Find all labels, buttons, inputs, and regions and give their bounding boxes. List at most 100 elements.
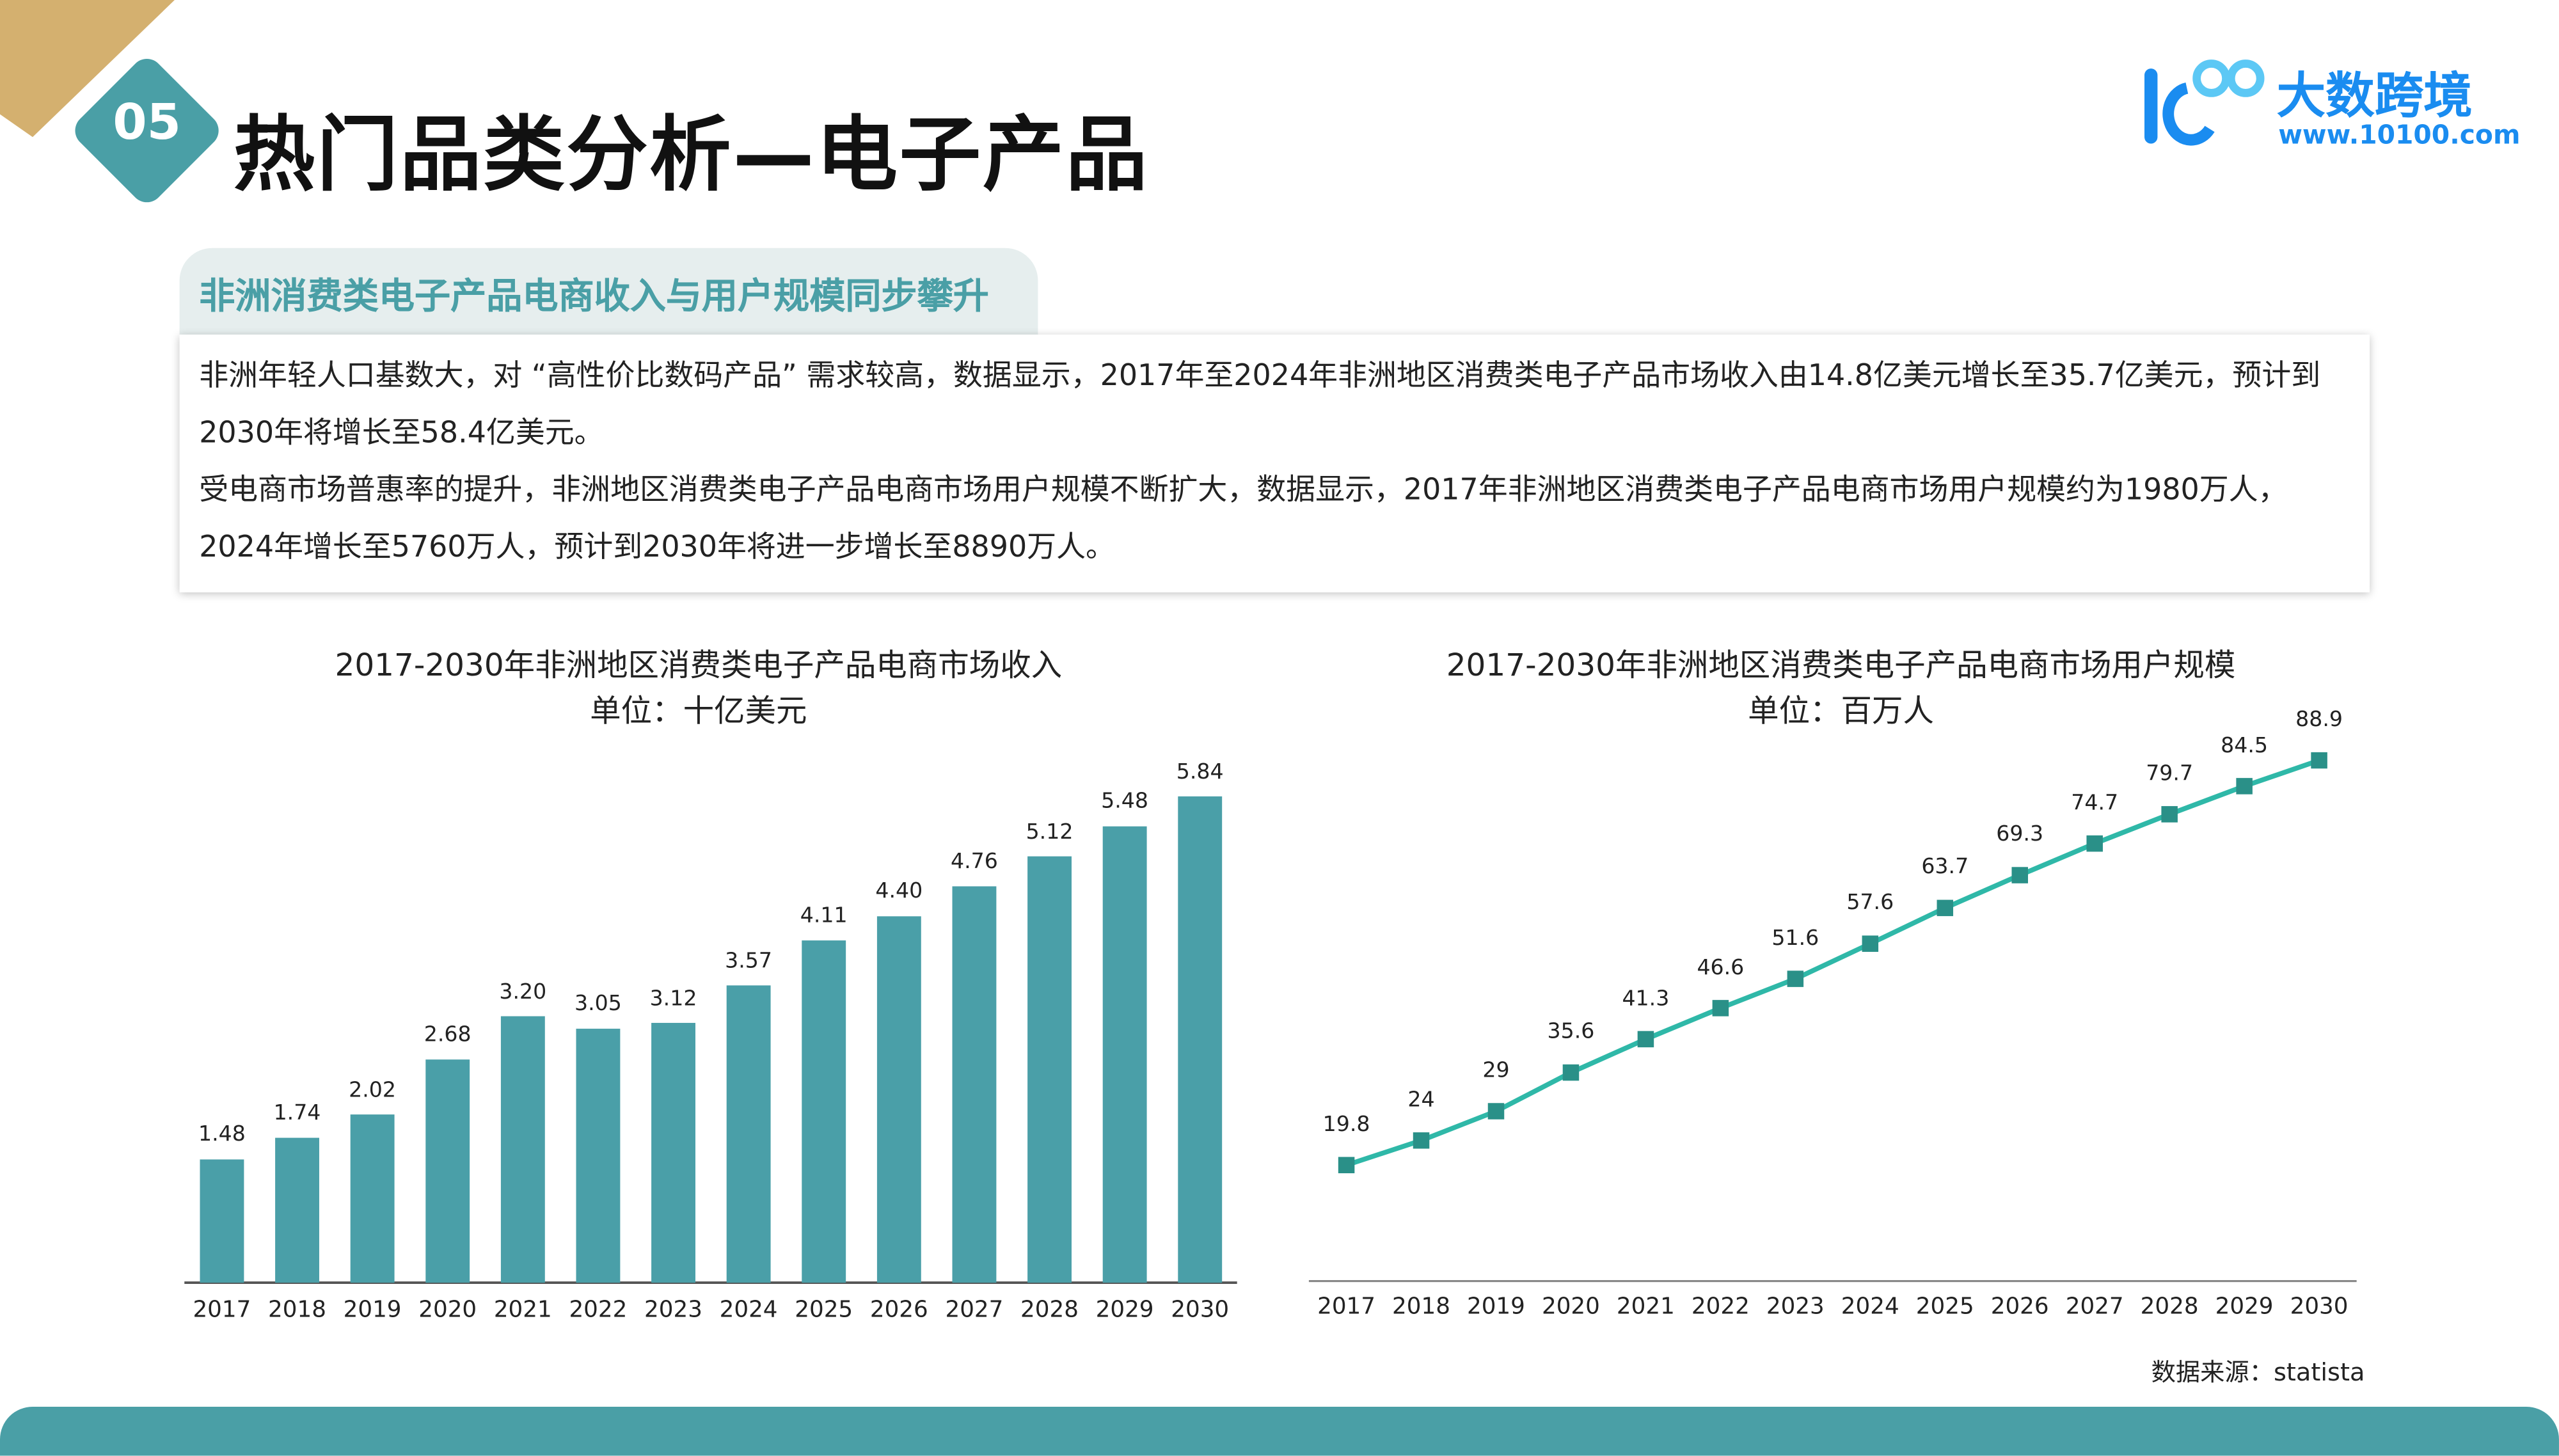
x-tick-label: 2023 — [644, 1297, 702, 1324]
data-label: 79.7 — [2146, 762, 2194, 787]
logo-icon — [2144, 59, 2265, 146]
data-label: 74.7 — [2071, 791, 2119, 816]
page-title: 热门品类分析—电子产品 — [233, 107, 1149, 203]
logo-name: 大数跨境 — [2276, 68, 2473, 126]
data-label: 5.48 — [1101, 790, 1149, 815]
x-tick-label: 2024 — [719, 1297, 778, 1324]
bar — [1178, 796, 1223, 1283]
bar — [802, 940, 846, 1283]
data-label: 2.68 — [424, 1024, 471, 1048]
x-tick-label: 2028 — [2140, 1294, 2199, 1320]
data-label: 57.6 — [1846, 891, 1894, 916]
x-tick-label: 2018 — [1392, 1294, 1450, 1320]
data-label: 3.05 — [574, 992, 622, 1018]
x-tick-label: 2027 — [2065, 1294, 2124, 1320]
data-point — [2011, 867, 2029, 883]
x-tick-label: 2020 — [1541, 1294, 1600, 1320]
x-tick-label: 2019 — [1466, 1294, 1525, 1320]
x-tick-label: 2026 — [869, 1297, 928, 1324]
bar — [500, 1016, 545, 1283]
x-tick-label: 2030 — [2290, 1294, 2349, 1320]
x-tick-label: 2029 — [2215, 1294, 2274, 1320]
data-label: 88.9 — [2295, 708, 2343, 733]
data-point — [1338, 1157, 1355, 1174]
data-point — [2161, 806, 2178, 823]
x-tick-label: 2024 — [1841, 1294, 1899, 1320]
data-point — [1862, 935, 1879, 952]
bar — [425, 1059, 470, 1283]
users-chart-title: 2017-2030年非洲地区消费类电子产品电商市场用户规模 — [1446, 647, 2236, 684]
summary-paragraph: 受电商市场普惠率的提升，非洲地区消费类电子产品电商市场用户规模不断扩大，数据显示… — [199, 473, 2288, 565]
summary-box: 非洲年轻人口基数大，对 “高性价比数码产品” 需求较高，数据显示，2017年至2… — [179, 334, 2370, 593]
bar — [1027, 856, 1072, 1283]
footer-bar — [0, 1406, 2559, 1456]
bar — [726, 985, 771, 1283]
data-label: 46.6 — [1697, 956, 1745, 981]
x-tick-label: 2026 — [1990, 1294, 2049, 1320]
data-source: 数据来源：statista — [2151, 1357, 2365, 1388]
data-label: 4.40 — [875, 880, 923, 905]
section-number: 05 — [113, 94, 181, 152]
data-point — [1637, 1031, 1654, 1048]
data-label: 3.20 — [499, 980, 547, 1005]
summary-heading-tab — [179, 248, 1038, 335]
data-label: 2.02 — [349, 1079, 397, 1104]
bar — [1102, 826, 1147, 1283]
data-label: 24 — [1407, 1088, 1435, 1113]
revenue-chart-unit: 单位：十亿美元 — [590, 693, 807, 730]
revenue-chart-title: 2017-2030年非洲地区消费类电子产品电商市场收入 — [335, 647, 1063, 684]
x-tick-label: 2025 — [795, 1297, 853, 1324]
data-point — [2086, 835, 2103, 852]
data-label: 19.8 — [1322, 1112, 1370, 1137]
data-point — [2236, 778, 2253, 795]
logo-url: www.10100.com — [2278, 119, 2521, 150]
x-tick-label: 2017 — [1317, 1294, 1376, 1320]
data-label: 63.7 — [1921, 855, 1969, 880]
data-point — [2311, 752, 2327, 769]
users-chart-unit: 单位：百万人 — [1748, 693, 1934, 730]
data-label: 69.3 — [1996, 823, 2044, 848]
data-point — [1787, 970, 1804, 987]
x-tick-label: 2020 — [418, 1297, 477, 1324]
bar — [576, 1029, 621, 1283]
summary-paragraph: 非洲年轻人口基数大，对 “高性价比数码产品” 需求较高，数据显示，2017年至2… — [199, 359, 2321, 451]
x-tick-label: 2028 — [1020, 1297, 1079, 1324]
summary-heading: 非洲消费类电子产品电商收入与用户规模同步攀升 — [199, 277, 989, 319]
data-point — [1712, 1000, 1729, 1017]
data-point — [1937, 899, 1954, 917]
data-label: 84.5 — [2221, 734, 2269, 759]
x-tick-label: 2022 — [1691, 1294, 1750, 1320]
data-label: 5.12 — [1026, 820, 1074, 845]
data-label: 5.84 — [1176, 760, 1224, 786]
x-tick-label: 2023 — [1766, 1294, 1825, 1320]
x-tick-label: 2029 — [1095, 1297, 1154, 1324]
corner-decoration — [0, 0, 175, 138]
bar — [200, 1159, 244, 1283]
data-point — [1562, 1064, 1580, 1081]
x-tick-label: 2022 — [569, 1297, 628, 1324]
x-tick-label: 2021 — [493, 1297, 552, 1324]
data-point — [1487, 1103, 1505, 1120]
bar — [350, 1114, 395, 1283]
x-tick-label: 2025 — [1915, 1294, 1974, 1320]
x-tick-label: 2021 — [1616, 1294, 1675, 1320]
data-label: 1.74 — [273, 1102, 321, 1127]
x-tick-label: 2017 — [193, 1297, 251, 1324]
data-label: 3.57 — [725, 949, 773, 974]
data-label: 1.48 — [198, 1123, 246, 1148]
data-label: 29 — [1482, 1059, 1510, 1084]
bar — [952, 886, 997, 1283]
data-label: 4.76 — [950, 850, 998, 875]
data-label: 35.6 — [1547, 1020, 1595, 1045]
bar — [275, 1137, 319, 1283]
x-tick-label: 2019 — [343, 1297, 402, 1324]
data-label: 3.12 — [649, 986, 697, 1012]
x-tick-label: 2018 — [268, 1297, 326, 1324]
x-tick-label: 2027 — [945, 1297, 1004, 1324]
data-point — [1413, 1132, 1430, 1149]
x-tick-label: 2030 — [1171, 1297, 1230, 1324]
data-label: 41.3 — [1622, 986, 1670, 1012]
